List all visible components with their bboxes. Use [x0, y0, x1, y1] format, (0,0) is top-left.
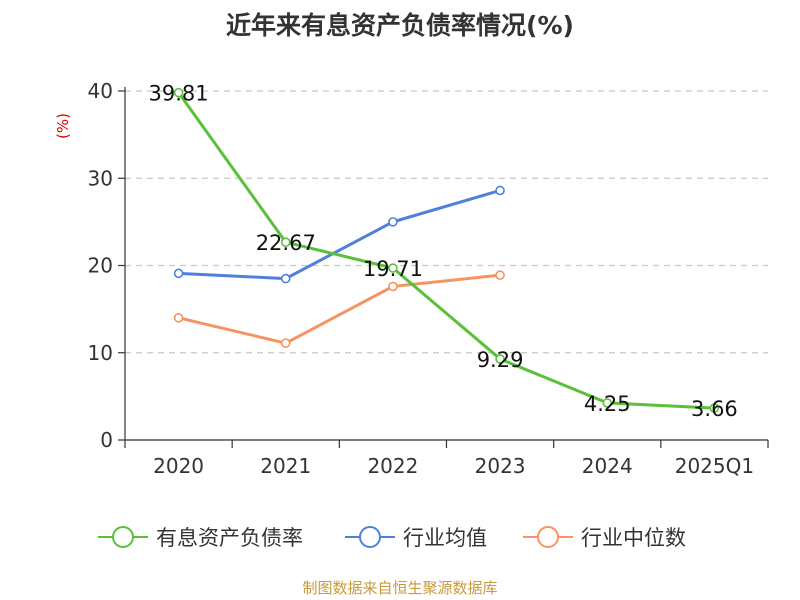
- data-point-s2-2022[interactable]: [388, 281, 398, 292]
- legend-marker-2: [537, 526, 559, 548]
- x-tick-label-2023: 2023: [475, 454, 526, 478]
- chart-title: 近年来有息资产负债率情况(%): [226, 11, 574, 40]
- legend-label-0: 有息资产负债率: [156, 526, 303, 550]
- data-point-s1-2023[interactable]: [495, 185, 505, 196]
- data-label-2025Q1: 3.66: [691, 397, 738, 421]
- legend-label-1: 行业均值: [403, 526, 487, 550]
- series-group: [173, 87, 720, 413]
- axes: 0 10 20 30 40 2020 2021 2022 2023 2024 2025Q1: [88, 79, 769, 478]
- data-point-s2-2023[interactable]: [495, 270, 505, 280]
- data-label-2020: 39.81: [149, 82, 209, 106]
- y-tick-label-10: 10: [88, 341, 113, 365]
- data-label-2024: 4.25: [584, 392, 631, 416]
- data-label-2022: 19.71: [363, 257, 423, 281]
- data-point-s2-2021[interactable]: [280, 338, 291, 348]
- gridlines: [125, 90, 768, 354]
- y-tick-label-20: 20: [88, 254, 113, 278]
- x-tick-label-2022: 2022: [367, 454, 418, 478]
- data-point-s0-2022[interactable]: [388, 263, 398, 273]
- legend-marker-0: [112, 526, 134, 548]
- y-tick-label-30: 30: [88, 166, 113, 190]
- source-note: 制图数据来自恒生聚源数据库: [302, 579, 497, 597]
- data-point-s1-2020[interactable]: [173, 268, 184, 279]
- y-axis-unit-label: (%): [54, 113, 72, 139]
- data-point-s0-2020[interactable]: [173, 87, 184, 98]
- legend-item-0[interactable]: 有息资产负债率: [98, 526, 303, 550]
- legend: 有息资产负债率 行业均值 行业中位数: [98, 526, 686, 550]
- data-label-2023: 9.29: [477, 348, 524, 372]
- legend-item-1[interactable]: 行业均值: [345, 526, 487, 550]
- x-tick-label-2025Q1: 2025Q1: [675, 454, 754, 478]
- series-line-1: [178, 189, 501, 281]
- series-line-0: [177, 91, 715, 410]
- data-labels: 39.81 22.67 19.71 9.29 4.25 3.66: [149, 82, 738, 421]
- data-point-s0-2023[interactable]: [495, 354, 505, 364]
- data-point-s2-2020[interactable]: [173, 313, 184, 323]
- legend-marker-1: [359, 526, 381, 548]
- y-tick-label-40: 40: [88, 79, 113, 103]
- data-point-s0-2024[interactable]: [602, 398, 613, 408]
- legend-item-2[interactable]: 行业中位数: [523, 526, 686, 550]
- data-point-s1-2021[interactable]: [280, 273, 291, 284]
- data-label-2021: 22.67: [256, 231, 316, 255]
- x-tick-label-2021: 2021: [260, 454, 311, 478]
- y-tick-label-0: 0: [100, 428, 113, 452]
- data-point-s0-2021[interactable]: [280, 237, 291, 248]
- legend-label-2: 行业中位数: [581, 526, 686, 550]
- x-tick-label-2020: 2020: [153, 454, 204, 478]
- data-point-s1-2022[interactable]: [388, 217, 398, 227]
- series-line-2: [178, 273, 501, 345]
- data-point-s0-2025Q1[interactable]: [709, 403, 720, 413]
- x-tick-label-2024: 2024: [582, 454, 633, 478]
